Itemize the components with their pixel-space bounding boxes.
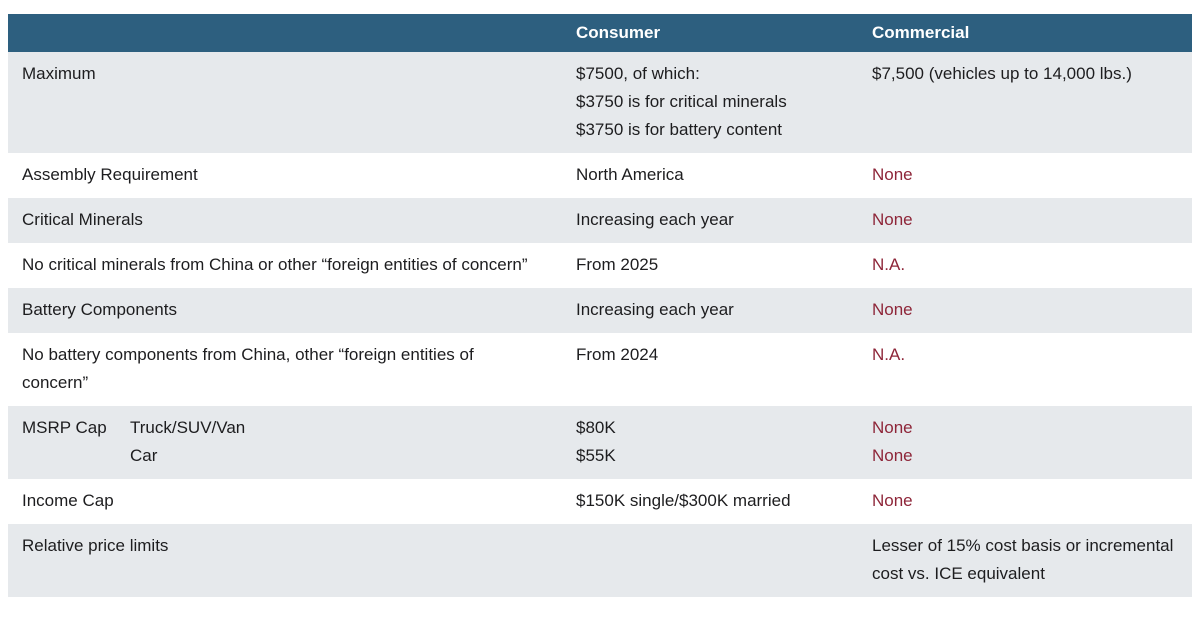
consumer-cell: North America	[560, 153, 856, 198]
row-label: MSRP Cap Truck/SUV/Van Car	[8, 406, 560, 479]
cell-line: Increasing each year	[576, 210, 734, 229]
cell-line: None	[872, 491, 913, 510]
commercial-cell: Lesser of 15% cost basis or incremental …	[856, 524, 1192, 597]
commercial-cell: None	[856, 198, 1192, 243]
commercial-cell: None	[856, 479, 1192, 524]
cell-line: N.A.	[872, 255, 906, 274]
cell-line: North America	[576, 165, 684, 184]
row-label: No battery components from China, other …	[22, 345, 474, 392]
row-relative-price-limits: Relative price limits Lesser of 15% cost…	[8, 524, 1192, 597]
consumer-cell: From 2024	[560, 333, 856, 406]
consumer-cell: Increasing each year	[560, 198, 856, 243]
msrp-cap-label: MSRP Cap	[22, 418, 107, 437]
commercial-cell: $7,500 (vehicles up to 14,000 lbs.)	[856, 52, 1192, 153]
row-msrp-cap: MSRP Cap Truck/SUV/Van Car $80K $55K Non…	[8, 406, 1192, 479]
row-income-cap: Income Cap $150K single/$300K married No…	[8, 479, 1192, 524]
row-assembly-requirement: Assembly Requirement North America None	[8, 153, 1192, 198]
commercial-cell: None	[856, 153, 1192, 198]
cell-line: N.A.	[872, 345, 906, 364]
commercial-cell: N.A.	[856, 333, 1192, 406]
cell-line: None	[872, 165, 913, 184]
cell-line: $150K single/$300K married	[576, 491, 791, 510]
cell-line: None	[872, 210, 913, 229]
commercial-cell: N.A.	[856, 243, 1192, 288]
row-label: Critical Minerals	[22, 210, 143, 229]
row-label: Maximum	[22, 64, 96, 83]
cell-line: Car	[130, 446, 158, 465]
cell-line: $7500, of which:	[576, 64, 700, 83]
row-label: Income Cap	[22, 491, 114, 510]
header-commercial: Commercial	[872, 23, 970, 42]
row-no-battery-components-china: No battery components from China, other …	[8, 333, 1192, 406]
header-consumer: Consumer	[576, 23, 661, 42]
cell-line: Truck/SUV/Van	[130, 418, 246, 437]
cell-line: $7,500 (vehicles up to 14,000 lbs.)	[872, 64, 1132, 83]
cell-line: None	[872, 446, 913, 465]
cell-line: From 2025	[576, 255, 659, 274]
table-header-row: Consumer Commercial	[8, 14, 1192, 52]
comparison-table: Consumer Commercial Maximum $7500, of wh…	[8, 14, 1192, 597]
row-maximum: Maximum $7500, of which: $3750 is for cr…	[8, 52, 1192, 153]
cell-line: $3750 is for battery content	[576, 120, 783, 139]
consumer-cell: $80K $55K	[560, 406, 856, 479]
row-no-critical-minerals-china: No critical minerals from China or other…	[8, 243, 1192, 288]
consumer-cell: $150K single/$300K married	[560, 479, 856, 524]
consumer-cell	[560, 524, 856, 597]
cell-line: From 2024	[576, 345, 659, 364]
consumer-cell: $7500, of which: $3750 is for critical m…	[560, 52, 856, 153]
consumer-cell: From 2025	[560, 243, 856, 288]
row-label: Assembly Requirement	[22, 165, 198, 184]
commercial-cell: None None	[856, 406, 1192, 479]
cell-line: None	[872, 418, 913, 437]
consumer-cell: Increasing each year	[560, 288, 856, 333]
cell-line: None	[872, 300, 913, 319]
cell-line: Lesser of 15% cost basis or incremental …	[872, 536, 1174, 583]
cell-line: Increasing each year	[576, 300, 734, 319]
cell-line: $55K	[576, 446, 616, 465]
cell-line: $3750 is for critical minerals	[576, 92, 787, 111]
row-label: Relative price limits	[22, 536, 169, 555]
row-label: No critical minerals from China or other…	[22, 255, 528, 274]
row-critical-minerals: Critical Minerals Increasing each year N…	[8, 198, 1192, 243]
cell-line: $80K	[576, 418, 616, 437]
msrp-cap-sublabels: Truck/SUV/Van Car	[130, 414, 245, 470]
row-battery-components: Battery Components Increasing each year …	[8, 288, 1192, 333]
row-label: Battery Components	[22, 300, 177, 319]
commercial-cell: None	[856, 288, 1192, 333]
